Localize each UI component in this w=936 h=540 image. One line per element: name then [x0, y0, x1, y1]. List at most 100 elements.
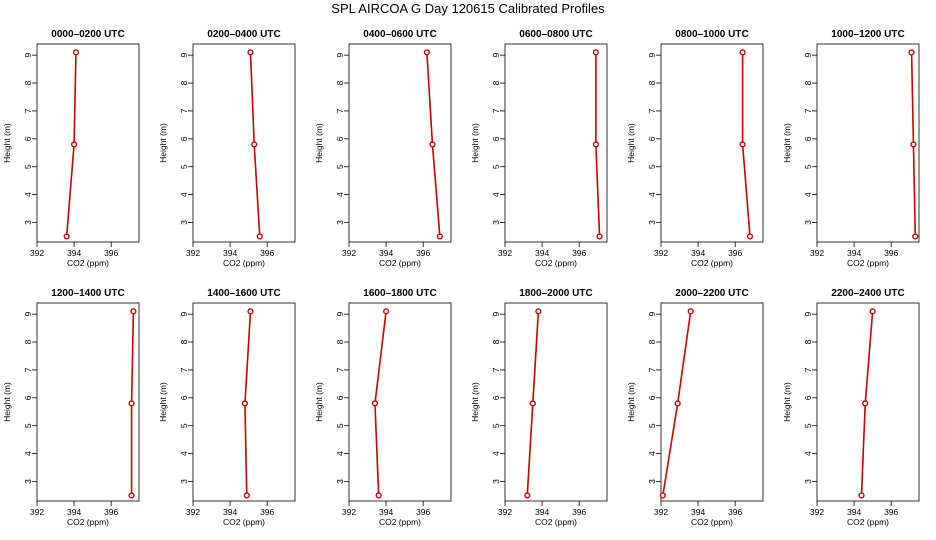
x-tick-label: 392: [498, 248, 512, 258]
profile-panel-2: 0200–0400 UTC 392 394 396 3 4 5 6 7 8 9 CO2 (ppm) He…: [158, 29, 296, 268]
data-point: [63, 233, 70, 240]
y-tick-label: 3: [23, 220, 33, 225]
x-tick-label: 396: [884, 507, 898, 517]
y-tick-label: 5: [335, 423, 345, 428]
y-tick-label: 6: [335, 136, 345, 141]
y-tick-label: 5: [23, 164, 33, 169]
x-tick-label: 394: [691, 507, 705, 517]
x-tick-label: 396: [728, 248, 742, 258]
profile-panel-10: 1800–2000 UTC 392 394 396 3 4 5 6 7 8 9 CO2 (ppm) He…: [470, 288, 608, 527]
y-tick-label: 5: [491, 164, 501, 169]
plot-frame: [504, 302, 608, 502]
x-tick-label: 396: [884, 248, 898, 258]
y-tick-label: 6: [803, 136, 813, 141]
figure-title: SPL AIRCOA G Day 120615 Calibrated Profi…: [331, 1, 605, 16]
profile-panel-11: 2000–2200 UTC 392 394 396 3 4 5 6 7 8 9 CO2 (ppm) He…: [626, 288, 764, 527]
y-tick-label: 7: [179, 367, 189, 372]
panel-title: 0200–0400 UTC: [207, 29, 280, 40]
y-tick-label: 7: [335, 108, 345, 113]
y-tick-label: 5: [647, 423, 657, 428]
y-tick-label: 6: [803, 395, 813, 400]
y-axis-label: Height (m): [470, 382, 480, 422]
y-tick-label: 5: [179, 164, 189, 169]
panel-title: 1800–2000 UTC: [519, 288, 592, 299]
plot-frame: [816, 302, 920, 502]
y-tick-label: 9: [803, 312, 813, 317]
y-tick-label: 7: [491, 108, 501, 113]
x-tick-label: 394: [67, 507, 81, 517]
x-tick-label: 394: [691, 248, 705, 258]
y-tick-label: 3: [335, 220, 345, 225]
y-tick-label: 9: [23, 312, 33, 317]
data-point: [912, 233, 919, 240]
y-tick-label: 7: [23, 367, 33, 372]
y-tick-label: 9: [647, 53, 657, 58]
profile-panel-6: 1000–1200 UTC 392 394 396 3 4 5 6 7 8 9 CO2 (ppm) He…: [782, 29, 920, 268]
data-point: [241, 400, 249, 407]
y-tick-label: 3: [23, 479, 33, 484]
x-tick-label: 396: [260, 248, 274, 258]
x-tick-label: 392: [810, 248, 824, 258]
x-tick-label: 396: [572, 507, 586, 517]
x-tick-label: 396: [728, 507, 742, 517]
plot-frame: [504, 43, 608, 243]
y-tick-label: 9: [491, 53, 501, 58]
y-tick-label: 9: [23, 53, 33, 58]
y-tick-label: 3: [179, 220, 189, 225]
data-point: [596, 233, 603, 240]
plot-frame: [816, 43, 920, 243]
x-tick-label: 396: [104, 248, 118, 258]
profile-panel-4: 0600–0800 UTC 392 394 396 3 4 5 6 7 8 9 CO2 (ppm) He…: [470, 29, 608, 268]
x-axis-label: CO2 (ppm): [535, 517, 577, 527]
data-point: [529, 400, 536, 407]
data-point: [592, 49, 599, 56]
x-axis-label: CO2 (ppm): [379, 258, 421, 268]
y-tick-label: 6: [491, 136, 501, 141]
x-tick-label: 392: [654, 507, 668, 517]
x-axis-label: CO2 (ppm): [535, 258, 577, 268]
x-axis-label: CO2 (ppm): [847, 517, 889, 527]
data-point: [247, 49, 254, 56]
data-point: [869, 308, 876, 315]
data-point: [429, 141, 436, 148]
x-tick-label: 394: [223, 248, 237, 258]
data-point: [251, 141, 258, 148]
y-tick-label: 8: [803, 80, 813, 85]
y-tick-label: 9: [179, 53, 189, 58]
x-tick-label: 396: [416, 248, 430, 258]
y-tick-label: 4: [23, 192, 33, 197]
x-tick-label: 392: [498, 507, 512, 517]
y-tick-label: 8: [179, 80, 189, 85]
y-axis-label: Height (m): [158, 123, 168, 163]
data-point: [128, 400, 135, 407]
panel-title: 0400–0600 UTC: [363, 29, 436, 40]
x-tick-label: 396: [104, 507, 118, 517]
x-tick-label: 392: [30, 507, 44, 517]
y-tick-label: 7: [335, 367, 345, 372]
data-point: [592, 141, 599, 148]
y-tick-label: 4: [179, 192, 189, 197]
y-tick-label: 3: [335, 479, 345, 484]
y-tick-label: 3: [491, 479, 501, 484]
data-point: [908, 49, 915, 56]
profile-panel-8: 1400–1600 UTC 392 394 396 3 4 5 6 7 8 9 CO2 (ppm) He…: [158, 288, 296, 527]
y-tick-label: 8: [803, 339, 813, 344]
y-tick-label: 4: [491, 451, 501, 456]
y-tick-label: 6: [23, 395, 33, 400]
y-tick-label: 6: [23, 136, 33, 141]
data-point: [423, 49, 430, 56]
x-axis-label: CO2 (ppm): [223, 517, 265, 527]
data-point: [72, 49, 80, 56]
panel-title: 1200–1400 UTC: [51, 288, 124, 299]
y-axis-label: Height (m): [782, 123, 792, 163]
y-tick-label: 9: [335, 53, 345, 58]
x-tick-label: 394: [379, 248, 393, 258]
profile-panel-5: 0800–1000 UTC 392 394 396 3 4 5 6 7 8 9 CO2 (ppm) He…: [626, 29, 764, 268]
y-tick-label: 5: [335, 164, 345, 169]
y-tick-label: 5: [647, 164, 657, 169]
y-tick-label: 9: [335, 312, 345, 317]
plot-frame: [36, 43, 140, 243]
data-point: [382, 308, 390, 315]
data-point: [243, 492, 250, 499]
